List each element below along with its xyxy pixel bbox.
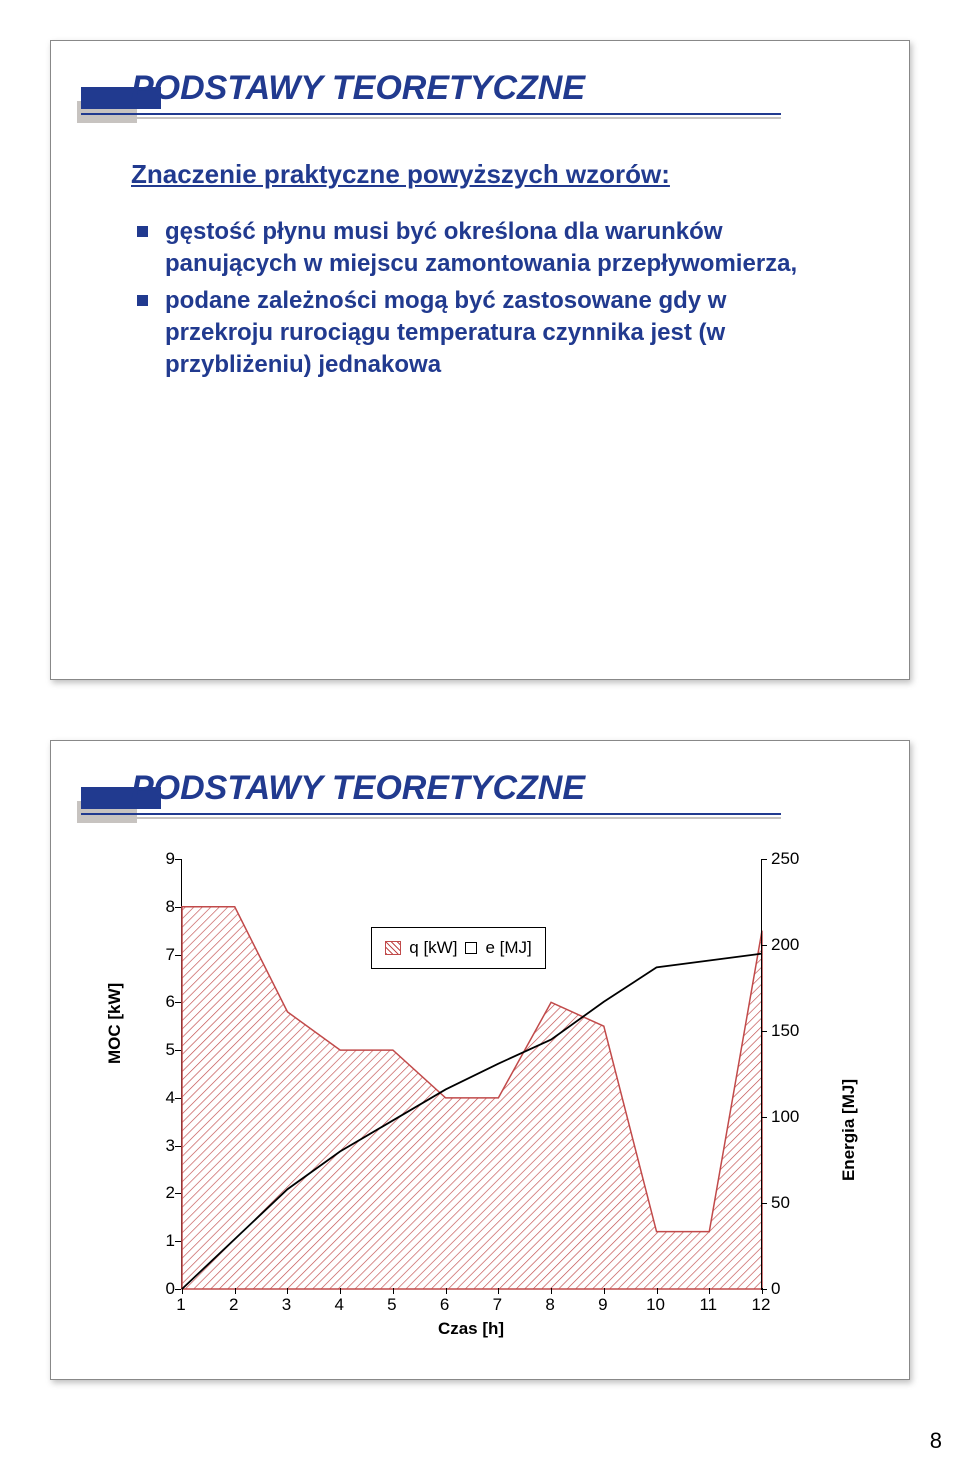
heading-rule-2 — [81, 817, 781, 819]
legend-swatch-e — [465, 942, 477, 954]
y-left-tick — [175, 1050, 181, 1051]
slide2-title: PODSTAWY TEORETYCZNE — [131, 769, 585, 808]
y-right-label: 0 — [771, 1279, 780, 1299]
y-axis-right-title: Energia [MJ] — [839, 1079, 859, 1181]
plot-svg — [182, 859, 762, 1289]
x-label: 5 — [382, 1295, 402, 1315]
heading-rule-2 — [81, 117, 781, 119]
y-left-tick — [175, 1193, 181, 1194]
y2-axis-line — [761, 859, 762, 1289]
x-tick — [446, 1288, 447, 1294]
slide-2: PODSTAWY TEORETYCZNE MOC [kW] Energia [M… — [50, 740, 910, 1380]
x-label: 3 — [276, 1295, 296, 1315]
x-tick — [551, 1288, 552, 1294]
x-tick — [182, 1288, 183, 1294]
y-left-tick — [175, 1289, 181, 1290]
x-label: 6 — [435, 1295, 455, 1315]
x-label: 11 — [698, 1295, 718, 1315]
x-axis-title: Czas [h] — [181, 1319, 761, 1339]
x-tick — [498, 1288, 499, 1294]
slide1-title: PODSTAWY TEORETYCZNE — [131, 69, 585, 108]
y-left-tick — [175, 1146, 181, 1147]
chart: MOC [kW] Energia [MJ] Czas [h] q [kW] e … — [111, 849, 849, 1369]
legend-swatch-q — [385, 941, 401, 955]
x-label: 8 — [540, 1295, 560, 1315]
plot-area — [181, 859, 761, 1289]
slide1-bullets: gęstość płynu musi być określona dla war… — [131, 216, 829, 380]
y-right-label: 200 — [771, 935, 799, 955]
heading: PODSTAWY TEORETYCZNE — [51, 69, 909, 129]
legend-label-q: q [kW] — [409, 938, 457, 958]
y-left-label: 9 — [153, 849, 175, 869]
y-left-label: 3 — [153, 1136, 175, 1156]
legend-label-e: e [MJ] — [485, 938, 531, 958]
y-left-tick — [175, 1002, 181, 1003]
y-left-label: 6 — [153, 992, 175, 1012]
y-right-label: 50 — [771, 1193, 790, 1213]
x-tick — [340, 1288, 341, 1294]
x-label: 2 — [224, 1295, 244, 1315]
x-tick — [604, 1288, 605, 1294]
y-left-tick — [175, 859, 181, 860]
y-left-label: 7 — [153, 945, 175, 965]
x-label: 10 — [646, 1295, 666, 1315]
x-label: 9 — [593, 1295, 613, 1315]
y-right-tick — [761, 1289, 767, 1290]
heading-rule-1 — [81, 813, 781, 815]
y-left-label: 2 — [153, 1183, 175, 1203]
heading-rule-1 — [81, 113, 781, 115]
x-label: 12 — [751, 1295, 771, 1315]
legend: q [kW] e [MJ] — [371, 927, 546, 969]
x-tick — [287, 1288, 288, 1294]
y-right-label: 100 — [771, 1107, 799, 1127]
y-left-label: 4 — [153, 1088, 175, 1108]
y-axis-left-title: MOC [kW] — [105, 983, 125, 1064]
y-right-label: 250 — [771, 849, 799, 869]
y-right-label: 150 — [771, 1021, 799, 1041]
slide1-subhead: Znaczenie praktyczne powyższych wzorów: — [131, 159, 829, 190]
y-left-label: 1 — [153, 1231, 175, 1251]
bullet-item: podane zależności mogą być zastosowane g… — [131, 285, 829, 380]
slide-1: PODSTAWY TEORETYCZNE Znaczenie praktyczn… — [50, 40, 910, 680]
page-number: 8 — [930, 1428, 942, 1454]
x-tick — [235, 1288, 236, 1294]
x-tick — [657, 1288, 658, 1294]
y-right-tick — [761, 945, 767, 946]
bullet-item: gęstość płynu musi być określona dla war… — [131, 216, 829, 279]
x-label: 1 — [171, 1295, 191, 1315]
heading: PODSTAWY TEORETYCZNE — [51, 769, 909, 829]
y-right-tick — [761, 859, 767, 860]
y-right-tick — [761, 1031, 767, 1032]
x-label: 4 — [329, 1295, 349, 1315]
y-left-label: 8 — [153, 897, 175, 917]
y-right-tick — [761, 1203, 767, 1204]
x-tick — [393, 1288, 394, 1294]
slide1-content: Znaczenie praktyczne powyższych wzorów: … — [51, 129, 909, 380]
x-tick — [709, 1288, 710, 1294]
y-left-tick — [175, 955, 181, 956]
x-label: 7 — [487, 1295, 507, 1315]
y-right-tick — [761, 1117, 767, 1118]
y-left-tick — [175, 1241, 181, 1242]
y-left-tick — [175, 907, 181, 908]
y-left-tick — [175, 1098, 181, 1099]
y-left-label: 5 — [153, 1040, 175, 1060]
